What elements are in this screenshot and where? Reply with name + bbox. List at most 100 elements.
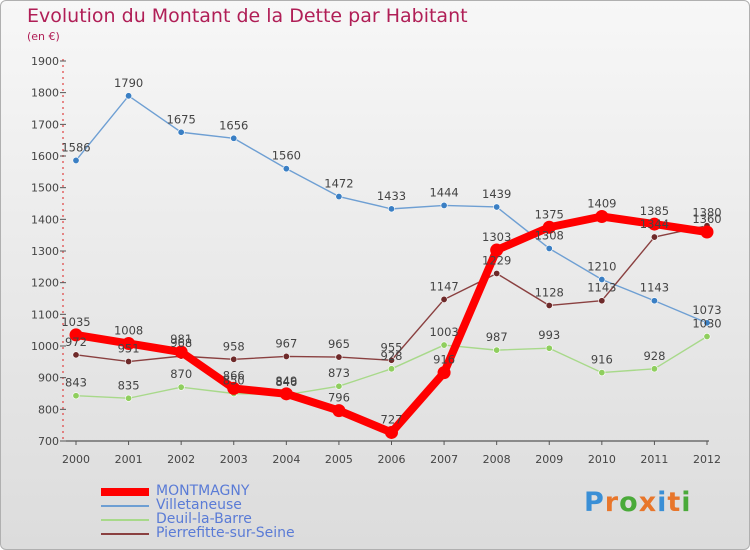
data-point-deuil-la-barre	[440, 341, 448, 349]
data-label-pierrefitte-sur-seine: 1344	[640, 217, 669, 231]
legend-label-pierrefitte-sur-seine: Pierrefitte-sur-Seine	[156, 525, 295, 541]
x-tick-label: 2006	[378, 453, 406, 466]
data-label-villetaneuse: 1439	[482, 187, 511, 201]
data-label-villetaneuse: 1472	[324, 177, 353, 191]
x-tick-label: 2011	[640, 453, 668, 466]
data-point-deuil-la-barre	[493, 346, 501, 354]
data-point-villetaneuse	[282, 165, 290, 173]
data-point-pierrefitte-sur-seine	[125, 358, 133, 366]
data-label-montmagny: 1385	[640, 204, 669, 218]
data-point-deuil-la-barre	[387, 365, 395, 373]
legend-label-villetaneuse: Villetaneuse	[156, 497, 242, 513]
x-tick-label: 2000	[62, 453, 90, 466]
data-point-pierrefitte-sur-seine	[598, 297, 606, 305]
data-label-villetaneuse: 1210	[587, 260, 616, 274]
data-point-villetaneuse	[387, 205, 395, 213]
data-label-pierrefitte-sur-seine: 968	[170, 336, 192, 350]
data-point-montmagny	[69, 328, 83, 342]
series-line-montmagny	[72, 212, 711, 437]
data-point-pierrefitte-sur-seine	[493, 269, 501, 277]
data-label-deuil-la-barre: 846	[275, 375, 297, 389]
series-layer	[69, 92, 714, 439]
data-label-montmagny: 1375	[535, 207, 564, 221]
y-tick-label: 1500	[31, 182, 59, 195]
data-label-deuil-la-barre: 873	[328, 366, 350, 380]
data-label-villetaneuse: 1560	[272, 149, 301, 163]
data-point-villetaneuse	[703, 319, 711, 327]
data-label-deuil-la-barre: 916	[591, 353, 613, 367]
data-point-pierrefitte-sur-seine	[650, 233, 658, 241]
data-point-deuil-la-barre	[72, 392, 80, 400]
data-label-pierrefitte-sur-seine: 951	[118, 342, 140, 356]
legend-swatch-pierrefitte-sur-seine	[101, 533, 149, 535]
x-tick-label: 2005	[325, 453, 353, 466]
y-tick-label: 1000	[31, 340, 59, 353]
data-label-deuil-la-barre: 928	[381, 349, 403, 363]
y-tick-label: 1800	[31, 87, 59, 100]
data-point-montmagny	[227, 381, 241, 395]
data-label-montmagny: 916	[433, 353, 455, 367]
logo-letter: i	[657, 487, 668, 518]
data-label-pierrefitte-sur-seine: 972	[65, 335, 87, 349]
x-tick-label: 2004	[272, 453, 300, 466]
data-point-deuil-la-barre	[598, 369, 606, 377]
y-tick-label: 800	[38, 403, 59, 416]
data-point-villetaneuse	[598, 275, 606, 283]
data-point-montmagny	[122, 336, 136, 350]
data-label-deuil-la-barre: 1030	[692, 317, 721, 331]
data-point-villetaneuse	[177, 128, 185, 136]
data-point-montmagny	[595, 209, 609, 223]
data-label-pierrefitte-sur-seine: 1147	[429, 279, 458, 293]
data-point-villetaneuse	[72, 156, 80, 164]
x-tick-label: 2010	[588, 453, 616, 466]
logo-letter: t	[667, 487, 682, 518]
data-label-layer: 1586 1790 1675 1656 1560 1472 1433 1444 1439 1308…	[61, 76, 721, 427]
data-label-pierrefitte-sur-seine: 967	[275, 336, 297, 350]
data-point-montmagny	[490, 243, 504, 257]
data-point-deuil-la-barre	[650, 365, 658, 373]
data-label-pierrefitte-sur-seine: 958	[223, 339, 245, 353]
data-label-montmagny: 1360	[692, 212, 721, 226]
data-label-montmagny: 796	[328, 391, 350, 405]
data-point-deuil-la-barre	[125, 394, 133, 402]
x-tick-label: 2003	[220, 453, 248, 466]
data-point-villetaneuse	[493, 203, 501, 211]
logo-letter: x	[638, 487, 658, 518]
data-label-montmagny: 1303	[482, 230, 511, 244]
data-label-montmagny: 849	[275, 374, 297, 388]
x-tick-label: 2007	[430, 453, 458, 466]
data-point-villetaneuse	[440, 201, 448, 209]
data-label-deuil-la-barre: 870	[170, 367, 192, 381]
data-point-montmagny	[385, 425, 398, 439]
legend-swatch-deuil-la-barre	[101, 519, 149, 521]
data-point-deuil-la-barre	[177, 383, 185, 391]
data-label-montmagny: 1008	[114, 323, 143, 337]
logo-letter: o	[619, 487, 639, 518]
data-label-montmagny: 866	[223, 368, 245, 382]
data-point-pierrefitte-sur-seine	[545, 301, 553, 309]
data-label-pierrefitte-sur-seine: 965	[328, 337, 350, 351]
x-tick-label: 2009	[535, 453, 563, 466]
data-point-villetaneuse	[125, 92, 133, 100]
y-tick-label: 1900	[31, 55, 59, 68]
data-point-pierrefitte-sur-seine	[387, 356, 395, 364]
data-label-pierrefitte-sur-seine: 1143	[587, 281, 616, 295]
y-tick-label: 1700	[31, 118, 59, 131]
data-point-deuil-la-barre	[703, 332, 711, 340]
proxiti-logo: Proxiti	[584, 487, 692, 518]
data-point-pierrefitte-sur-seine	[72, 351, 80, 359]
x-tick-label: 2002	[167, 453, 195, 466]
data-label-pierrefitte-sur-seine: 1229	[482, 253, 511, 267]
x-tick-label: 2012	[693, 453, 721, 466]
data-point-montmagny	[542, 220, 556, 234]
chart-title: Evolution du Montant de la Dette par Hab…	[27, 5, 468, 27]
data-label-montmagny: 981	[170, 332, 192, 346]
logo-letter: P	[584, 487, 605, 518]
data-label-pierrefitte-sur-seine: 1128	[535, 285, 564, 299]
data-point-montmagny	[279, 387, 293, 401]
y-tick-label: 1400	[31, 213, 59, 226]
y-tick-label: 700	[38, 435, 59, 448]
data-label-pierrefitte-sur-seine: 1380	[692, 206, 721, 220]
data-label-villetaneuse: 1308	[535, 228, 564, 242]
